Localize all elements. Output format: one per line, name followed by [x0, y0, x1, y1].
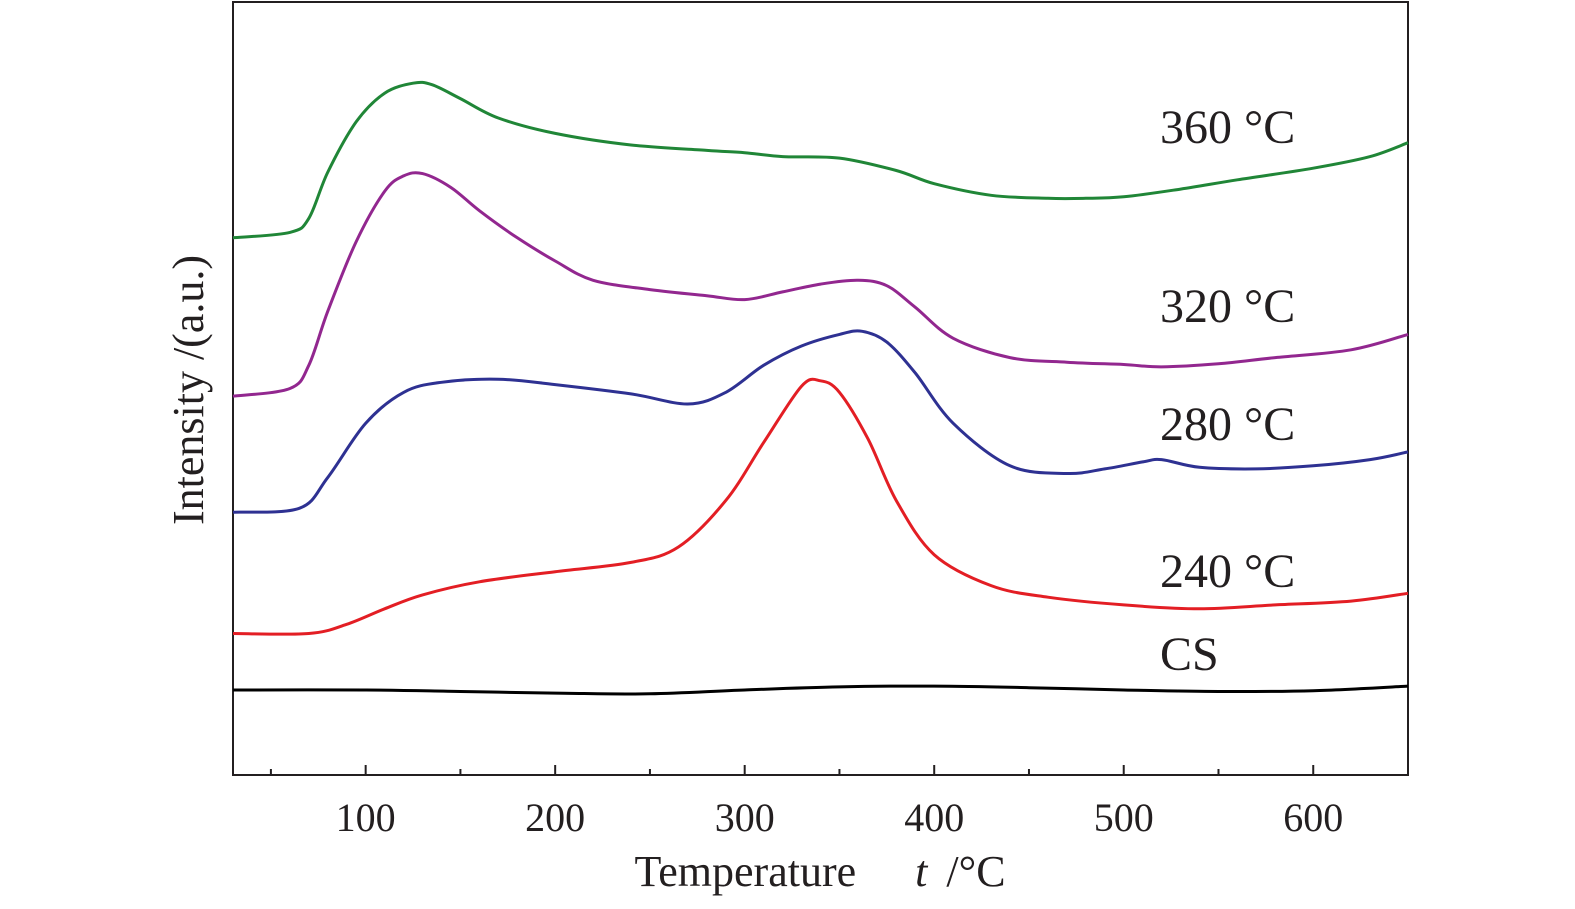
series-label-320-c: 320 °C: [1160, 280, 1295, 333]
plot-frame: [232, 1, 1409, 776]
x-axis-title-text: Temperature: [634, 847, 856, 896]
series-label-360-c: 360 °C: [1160, 101, 1295, 154]
y-axis-title: Intensity /(a.u.): [164, 255, 213, 525]
series-labels: CS 240 °C 280 °C 320 °C 360 °C: [1160, 101, 1295, 681]
series-line-280-c: [232, 329, 1409, 514]
x-axis-unit: /°C: [946, 847, 1005, 896]
x-tick-label: 600: [1283, 795, 1343, 840]
series-line-240-c: [232, 377, 1409, 636]
x-tick-label: 200: [525, 795, 585, 840]
x-tick-label: 100: [336, 795, 396, 840]
series-label-280-c: 280 °C: [1160, 398, 1295, 451]
series-label-cs: CS: [1160, 628, 1219, 681]
x-axis-ticks: 100 200 300 400 500 600: [269, 765, 1343, 840]
series-line-360-c: [232, 80, 1409, 240]
x-axis-title: Temperature t /°C: [634, 847, 1005, 896]
x-axis-symbol: t: [915, 847, 929, 896]
series-line-cs: [232, 684, 1409, 696]
x-tick-label: 400: [904, 795, 964, 840]
series-line-320-c: [232, 171, 1409, 398]
series-label-240-c: 240 °C: [1160, 545, 1295, 598]
series-layer: [232, 80, 1409, 696]
x-tick-label: 300: [715, 795, 775, 840]
x-tick-label: 500: [1094, 795, 1154, 840]
